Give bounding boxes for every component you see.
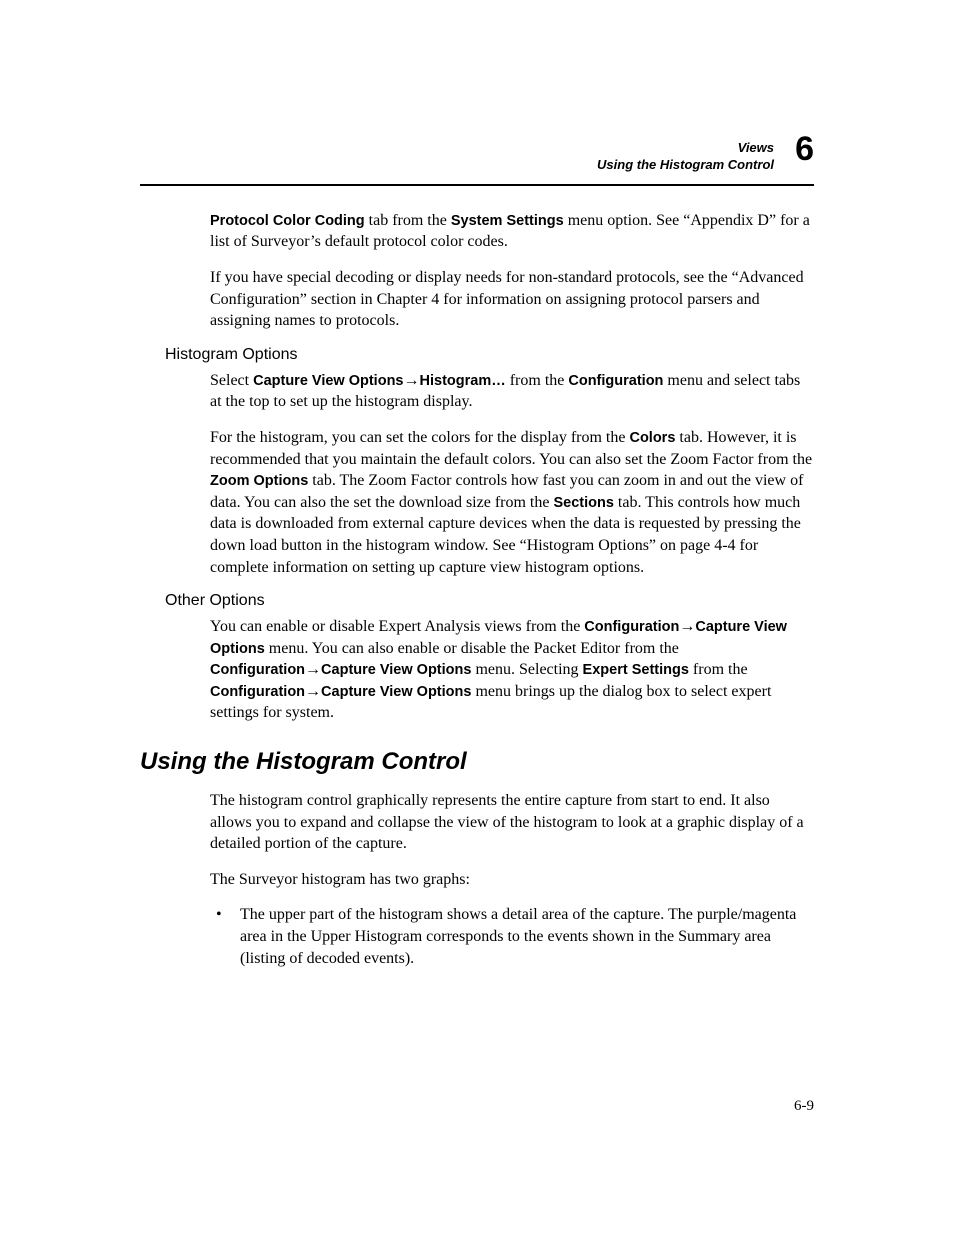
section-heading-histogram-control: Using the Histogram Control — [140, 748, 814, 776]
arrow-icon: → — [679, 618, 695, 635]
bold-configuration: Configuration — [568, 373, 663, 389]
page-header: Views Using the Histogram Control 6 — [140, 140, 814, 174]
bullet-item-1: The upper part of the histogram shows a … — [210, 904, 814, 969]
header-line-1: Views — [738, 140, 774, 155]
document-page: Views Using the Histogram Control 6 Prot… — [0, 0, 954, 1235]
arrow-icon: → — [404, 372, 420, 389]
bold-configuration-3: Configuration — [210, 662, 305, 678]
bold-zoom-options: Zoom Options — [210, 473, 308, 489]
paragraph-section-2: The Surveyor histogram has two graphs: — [210, 869, 814, 891]
text-frag-h1: Select — [210, 372, 253, 389]
bold-capture-view-options-4: Capture View Options — [321, 684, 471, 700]
text-frag-o2: menu. Selecting — [471, 661, 582, 678]
paragraph-histogram-colors: For the histogram, you can set the color… — [210, 427, 814, 578]
bold-configuration-2: Configuration — [584, 619, 679, 635]
header-line-2: Using the Histogram Control — [597, 157, 774, 172]
arrow-icon: → — [305, 661, 321, 678]
header-text-block: Views Using the Histogram Control — [140, 140, 814, 174]
subheading-histogram-options: Histogram Options — [165, 346, 814, 364]
text-frag-o3: from the — [689, 661, 748, 678]
chapter-number: 6 — [795, 130, 814, 169]
text-frag-1: tab from the — [365, 212, 451, 229]
subheading-other-options: Other Options — [165, 592, 814, 610]
bold-expert-settings: Expert Settings — [583, 662, 689, 678]
paragraph-section-1: The histogram control graphically repres… — [210, 790, 814, 855]
bold-colors: Colors — [629, 430, 675, 446]
bold-protocol-color-coding: Protocol Color Coding — [210, 213, 365, 229]
bullet-list: The upper part of the histogram shows a … — [210, 904, 814, 969]
body-block-1: Protocol Color Coding tab from the Syste… — [210, 210, 814, 332]
body-block-other: You can enable or disable Expert Analysi… — [210, 616, 814, 724]
text-frag-hc0: For the histogram, you can set the color… — [210, 429, 629, 446]
paragraph-other-options: You can enable or disable Expert Analysi… — [210, 616, 814, 724]
paragraph-protocol-color: Protocol Color Coding tab from the Syste… — [210, 210, 814, 253]
bold-histogram: Histogram… — [420, 373, 506, 389]
bold-capture-view-options: Capture View Options — [253, 373, 403, 389]
bold-sections: Sections — [553, 495, 613, 511]
bold-system-settings: System Settings — [451, 213, 564, 229]
body-block-histogram: Select Capture View Options→Histogram… f… — [210, 370, 814, 578]
text-frag-h2: from the — [506, 372, 569, 389]
text-frag-o1: menu. You can also enable or disable the… — [265, 640, 679, 657]
paragraph-histogram-select: Select Capture View Options→Histogram… f… — [210, 370, 814, 413]
arrow-icon: → — [305, 683, 321, 700]
body-block-section: The histogram control graphically repres… — [210, 790, 814, 969]
bold-configuration-4: Configuration — [210, 684, 305, 700]
paragraph-special-decoding: If you have special decoding or display … — [210, 267, 814, 332]
page-number: 6-9 — [794, 1098, 814, 1115]
text-frag-o0: You can enable or disable Expert Analysi… — [210, 618, 584, 635]
bold-capture-view-options-3: Capture View Options — [321, 662, 471, 678]
header-divider — [140, 184, 814, 186]
